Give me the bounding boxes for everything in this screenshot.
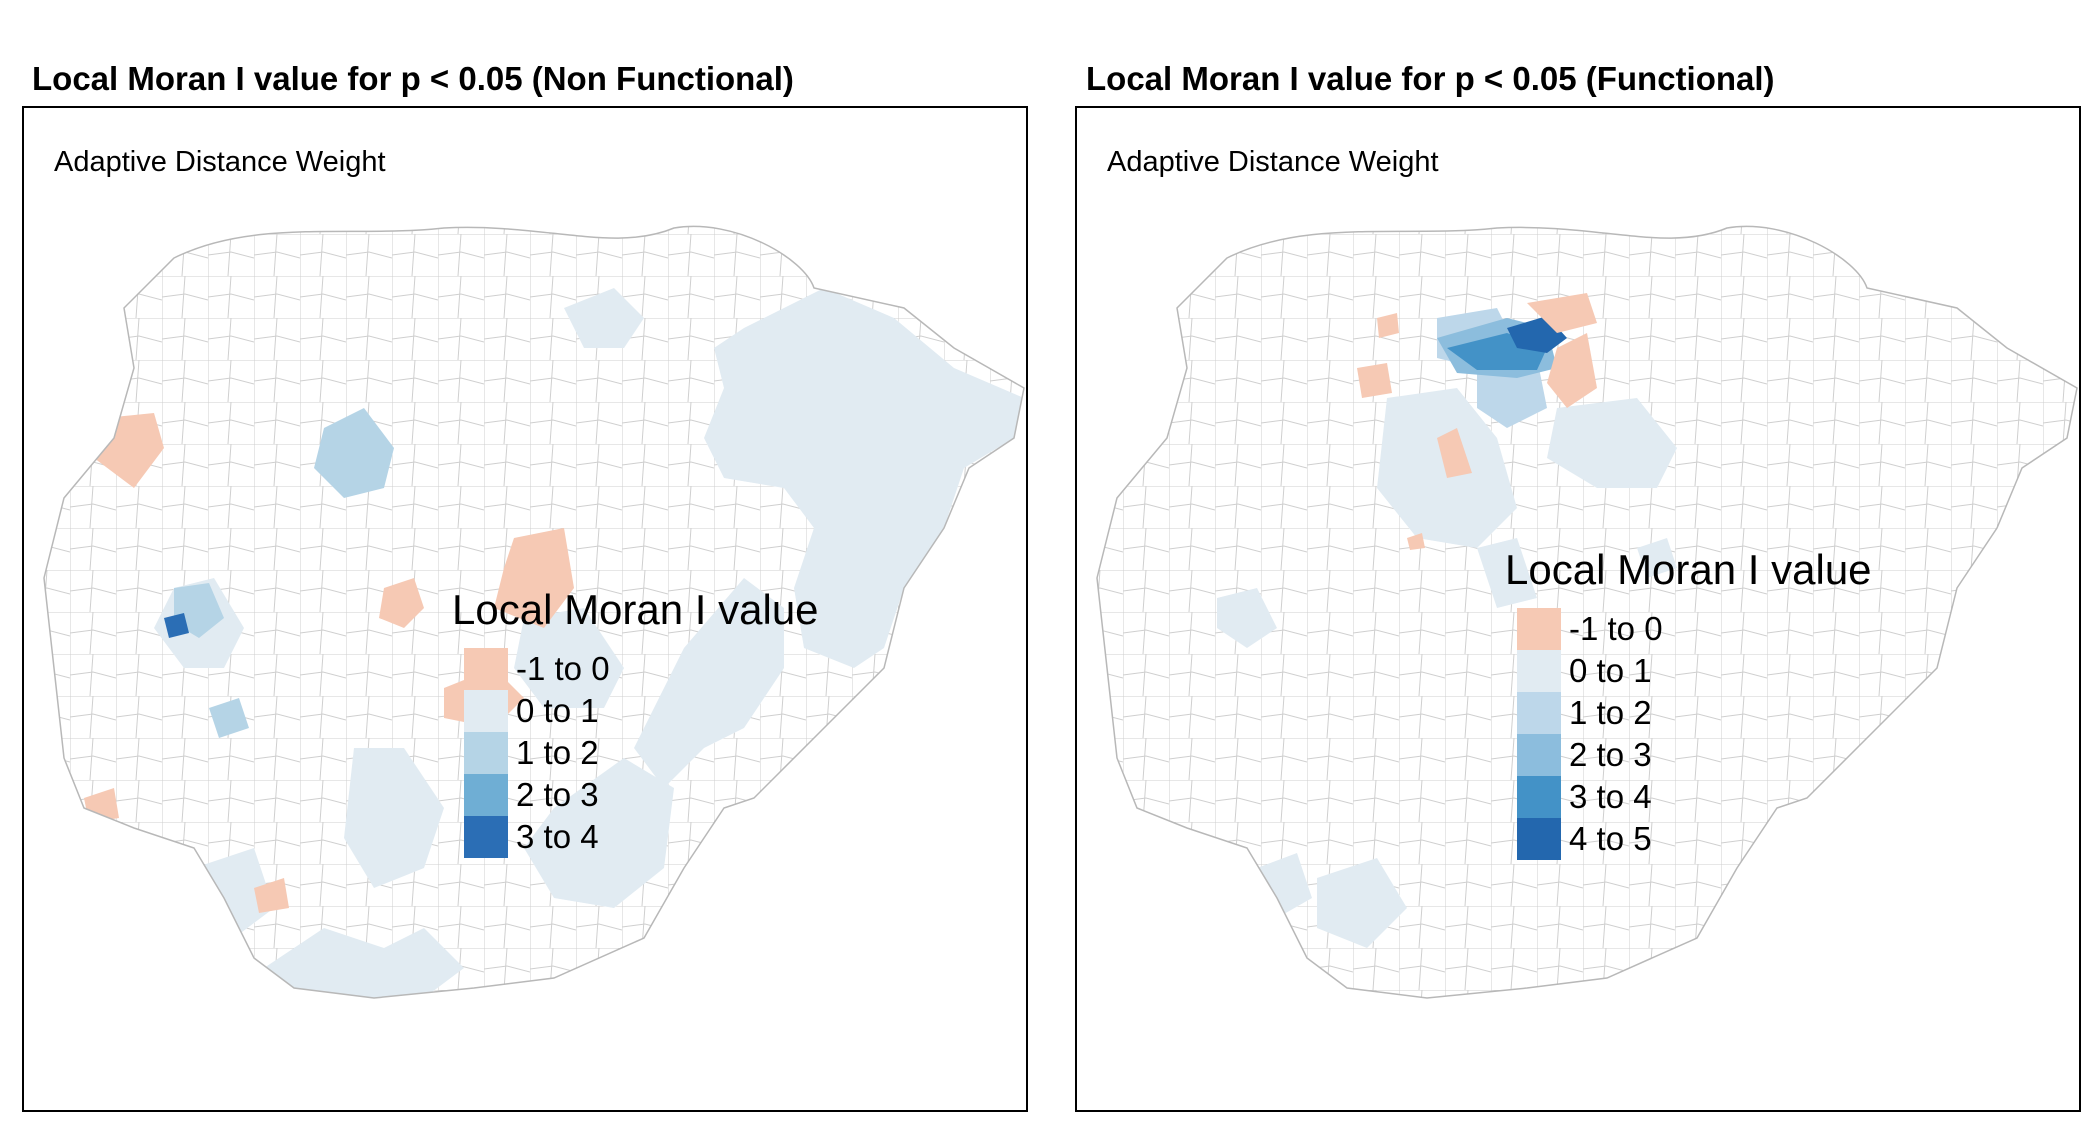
legend-item: 3 to 4	[464, 816, 819, 858]
legend-label: 0 to 1	[1569, 652, 1652, 689]
legend-swatch	[1517, 650, 1561, 692]
legend-label: 3 to 4	[516, 818, 599, 855]
legend-label: 1 to 2	[1569, 694, 1652, 731]
legend-item: 2 to 3	[464, 774, 819, 816]
legend-swatch	[464, 690, 508, 732]
map-subtitle: Adaptive Distance Weight	[54, 146, 386, 178]
legend-label: 1 to 2	[516, 734, 599, 771]
legend-label: 2 to 3	[516, 776, 599, 813]
legend-swatch	[1517, 692, 1561, 734]
legend-item: 2 to 3	[1517, 734, 1872, 776]
panel-title: Local Moran I value for p < 0.05 (Non Fu…	[32, 60, 794, 97]
nigeria-lga-map	[43, 225, 1025, 999]
legend-item: 1 to 2	[1517, 692, 1872, 734]
map-frame: Adaptive Distance Weight Local Moran I v…	[22, 106, 1028, 1112]
map-frame: Adaptive Distance Weight Local Moran I v…	[1075, 106, 2081, 1112]
legend-item: 1 to 2	[464, 732, 819, 774]
legend-title: Local Moran I value	[1505, 546, 1872, 593]
map-subtitle: Adaptive Distance Weight	[1107, 146, 1439, 178]
legend-item: -1 to 0	[1517, 608, 1872, 650]
legend-swatch	[1517, 734, 1561, 776]
legend-label: 4 to 5	[1569, 820, 1652, 857]
legend-item: 4 to 5	[1517, 818, 1872, 860]
legend-item: 3 to 4	[1517, 776, 1872, 818]
legend-item: 0 to 1	[1517, 650, 1872, 692]
legend-swatch	[464, 648, 508, 690]
legend-item: 0 to 1	[464, 690, 819, 732]
legend-swatch	[464, 732, 508, 774]
legend-label: -1 to 0	[516, 650, 610, 687]
legend-swatch	[1517, 818, 1561, 860]
legend-swatch	[464, 774, 508, 816]
legend-swatch	[1517, 776, 1561, 818]
legend-label: 3 to 4	[1569, 778, 1652, 815]
panel-title: Local Moran I value for p < 0.05 (Functi…	[1086, 60, 1775, 97]
map-panel-non-functional: Local Moran I value for p < 0.05 (Non Fu…	[22, 60, 1028, 1112]
legend-swatch	[464, 816, 508, 858]
legend-label: 2 to 3	[1569, 736, 1652, 773]
legend-item: -1 to 0	[464, 648, 819, 690]
nigeria-lga-map	[1096, 225, 2078, 999]
map-panel-functional: Local Moran I value for p < 0.05 (Functi…	[1050, 0, 2100, 1144]
legend-label: 0 to 1	[516, 692, 599, 729]
legend-swatch	[1517, 608, 1561, 650]
legend-title: Local Moran I value	[452, 586, 819, 633]
legend: Local Moran I value -1 to 0 0 to 1 1 to 2 2…	[1505, 546, 1872, 860]
legend-label: -1 to 0	[1569, 610, 1663, 647]
legend: Local Moran I value -1 to 0 0 to 1 1 to 2 2…	[452, 586, 819, 858]
